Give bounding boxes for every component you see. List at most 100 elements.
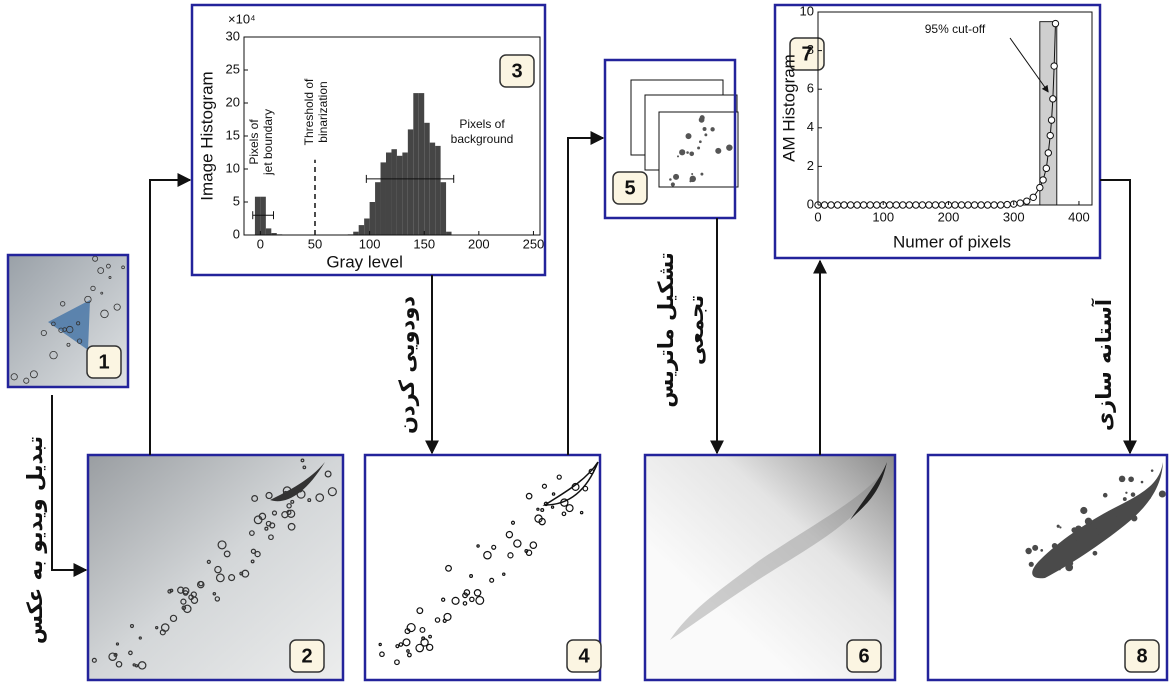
droplet	[1128, 476, 1134, 482]
droplet	[1124, 511, 1126, 513]
droplet	[1103, 493, 1108, 498]
x-tick-label: 50	[308, 236, 322, 251]
step-number: 4	[578, 645, 590, 667]
x-axis-label: Numer of pixels	[893, 232, 1011, 251]
am-point	[1050, 96, 1056, 102]
histogram-bar	[441, 182, 446, 235]
droplet	[677, 155, 679, 157]
am-line	[818, 24, 1055, 205]
step-label: تبدیل ویدیو به عکس	[23, 436, 47, 644]
x-tick-label: 100	[359, 236, 381, 251]
am-point	[1043, 165, 1049, 171]
am-point	[887, 202, 893, 208]
histogram-bar	[419, 93, 424, 235]
y-tick-label: 20	[226, 94, 240, 109]
diagram: تبدیل ویدیو به عکس دودویی کردن تشکیل مات…	[0, 0, 1172, 684]
droplet	[697, 146, 700, 149]
step-number: 1	[98, 351, 109, 373]
droplet	[1159, 490, 1166, 497]
am-point	[1048, 117, 1054, 123]
y-tick-label: 0	[233, 226, 240, 241]
am-point	[1047, 132, 1053, 138]
droplet	[1057, 525, 1060, 528]
y-axis-label: Image Histogram	[197, 71, 216, 200]
am-point	[939, 202, 945, 208]
droplet	[1076, 547, 1084, 555]
droplet	[679, 149, 685, 155]
step-label: تشکیل ماتریس	[654, 252, 678, 408]
am-point	[906, 202, 912, 208]
droplet	[1059, 568, 1061, 570]
droplet	[699, 140, 702, 143]
am-point	[874, 202, 880, 208]
annotation: Pixels of	[459, 117, 505, 131]
x-tick-label: 0	[257, 236, 264, 251]
histogram-bar	[266, 228, 271, 235]
am-point	[919, 202, 925, 208]
am-point	[971, 202, 977, 208]
am-point	[1040, 177, 1046, 183]
y-tick-label: 15	[226, 127, 240, 142]
histogram-bar	[402, 153, 407, 236]
step-number: 8	[1136, 645, 1147, 667]
step-label: آستانه سازی	[1091, 298, 1116, 431]
droplet	[1052, 543, 1058, 549]
step-label: تجمعی	[684, 295, 708, 365]
am-point	[1045, 150, 1051, 156]
histogram-bar	[413, 93, 418, 235]
droplet	[710, 127, 714, 131]
droplet	[1125, 492, 1127, 494]
histogram-bar	[260, 197, 265, 235]
am-point	[913, 202, 919, 208]
droplet	[1131, 515, 1137, 521]
droplet	[1085, 518, 1092, 525]
droplet	[1029, 562, 1034, 567]
am-point	[932, 202, 938, 208]
histogram-bar	[375, 182, 380, 235]
frame	[659, 112, 738, 187]
droplet	[671, 182, 675, 186]
arrow	[150, 180, 190, 455]
am-point	[834, 202, 840, 208]
am-point	[926, 202, 932, 208]
droplet	[700, 173, 703, 176]
am-point	[1004, 201, 1010, 207]
am-point	[847, 202, 853, 208]
histogram-bar	[364, 219, 369, 236]
droplet	[686, 151, 689, 154]
droplet	[673, 174, 679, 180]
x-tick-label: 300	[1003, 209, 1025, 224]
droplet	[1040, 549, 1043, 552]
am-point	[958, 202, 964, 208]
am-point	[1052, 20, 1058, 26]
droplet	[1091, 528, 1097, 534]
y-axis-label: AM Histogram	[779, 54, 798, 162]
droplet	[691, 173, 693, 175]
droplet	[700, 115, 705, 120]
droplet	[1119, 476, 1126, 483]
histogram-bar	[391, 149, 396, 235]
am-point	[997, 202, 1003, 208]
step-number: 3	[511, 60, 522, 82]
droplet	[1141, 481, 1144, 484]
am-point	[1037, 184, 1043, 190]
am-point	[978, 202, 984, 208]
am-point	[984, 202, 990, 208]
droplet	[1032, 545, 1038, 551]
droplet	[704, 133, 707, 136]
annotation: 95% cut-off	[925, 22, 986, 36]
x-axis-label: Gray level	[326, 252, 403, 271]
droplet	[669, 178, 672, 181]
y-tick-label: 10	[226, 160, 240, 175]
y-tick-label: 5	[233, 193, 240, 208]
droplet	[1065, 564, 1073, 572]
arrow	[52, 395, 86, 570]
am-point	[900, 202, 906, 208]
y-tick-label: 0	[807, 196, 814, 211]
droplet	[1096, 542, 1099, 545]
droplet	[1060, 550, 1068, 558]
step-number: 5	[624, 177, 635, 199]
histogram-bar	[430, 143, 435, 235]
am-point	[1030, 194, 1036, 200]
droplet	[726, 144, 732, 150]
